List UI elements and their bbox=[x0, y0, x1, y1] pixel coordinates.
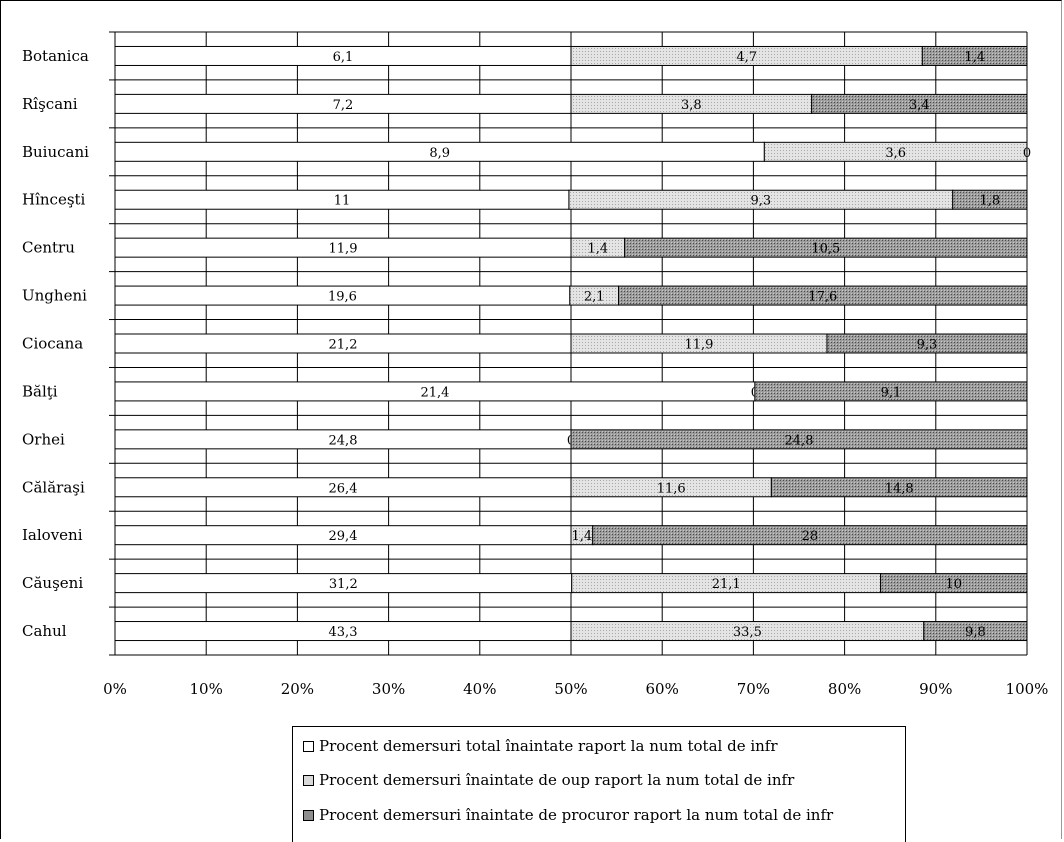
category-label: Hînceşti bbox=[22, 191, 86, 209]
data-label-procuror: 17,6 bbox=[808, 290, 837, 305]
data-label-procuror: 9,3 bbox=[917, 338, 938, 353]
bar-procuror bbox=[618, 285, 1028, 306]
legend-swatch-procuror bbox=[303, 810, 314, 821]
category-label: Ciocana bbox=[22, 335, 83, 353]
x-tick-label: 30% bbox=[372, 680, 405, 698]
category-label: Cahul bbox=[22, 622, 67, 640]
data-label-total: 21,2 bbox=[329, 338, 358, 353]
data-label-total: 43,3 bbox=[329, 625, 358, 640]
data-label-total: 6,1 bbox=[333, 50, 354, 65]
x-tick-label: 20% bbox=[281, 680, 314, 698]
data-label-total: 24,8 bbox=[329, 433, 358, 448]
category-label: Botanica bbox=[22, 47, 89, 65]
legend-item-procuror: Procent demersuri înaintate de procuror … bbox=[303, 806, 833, 824]
x-tick-label: 60% bbox=[646, 680, 679, 698]
x-tick-label: 50% bbox=[554, 680, 587, 698]
legend-item-total: Procent demersuri total înaintate raport… bbox=[303, 737, 778, 755]
data-label-procuror: 1,8 bbox=[980, 194, 1001, 209]
x-tick-label: 70% bbox=[737, 680, 770, 698]
data-label-total: 11,9 bbox=[329, 242, 358, 257]
data-label-oup: 1,4 bbox=[587, 242, 608, 257]
data-label-procuror: 24,8 bbox=[785, 433, 814, 448]
data-label-total: 29,4 bbox=[329, 529, 358, 544]
x-tick-label: 0% bbox=[103, 680, 127, 698]
x-tick-label: 100% bbox=[1006, 680, 1049, 698]
x-tick-label: 90% bbox=[919, 680, 952, 698]
data-label-oup: 4,7 bbox=[736, 50, 757, 65]
x-tick-label: 40% bbox=[463, 680, 496, 698]
data-label-procuror: 9,1 bbox=[881, 385, 902, 400]
data-label-procuror: 28 bbox=[802, 529, 819, 544]
data-label-oup: 1,4 bbox=[572, 529, 593, 544]
bar-procuror bbox=[952, 189, 1028, 210]
data-label-oup: 11,9 bbox=[685, 338, 714, 353]
data-label-total: 26,4 bbox=[329, 481, 358, 496]
grid-layer bbox=[114, 31, 1028, 656]
category-label: Ialoveni bbox=[22, 526, 83, 544]
category-label: Ungheni bbox=[22, 287, 87, 305]
data-label-oup: 21,1 bbox=[712, 577, 741, 592]
category-label: Bălţi bbox=[22, 382, 58, 400]
data-label-oup: 11,6 bbox=[657, 481, 686, 496]
data-label-oup: 3,6 bbox=[885, 146, 906, 161]
data-label-total: 21,4 bbox=[420, 385, 449, 400]
data-label-oup: 3,8 bbox=[681, 98, 702, 113]
legend-swatch-total bbox=[303, 741, 314, 752]
legend: Procent demersuri total înaintate raport… bbox=[292, 726, 906, 842]
bar-procuror bbox=[826, 333, 1028, 354]
category-label: Călăraşi bbox=[22, 478, 85, 496]
category-label: Buiucani bbox=[22, 143, 89, 161]
category-label: Orhei bbox=[22, 430, 65, 448]
bar-procuror bbox=[592, 525, 1028, 546]
data-label-total: 8,9 bbox=[429, 146, 450, 161]
data-label-oup: 2,1 bbox=[584, 290, 605, 305]
data-label-total: 31,2 bbox=[329, 577, 358, 592]
category-label: Căuşeni bbox=[22, 574, 83, 592]
bar-procuror bbox=[754, 381, 1028, 402]
data-label-procuror: 9,8 bbox=[965, 625, 986, 640]
data-label-procuror: 1,4 bbox=[964, 50, 985, 65]
legend-label-total: Procent demersuri total înaintate raport… bbox=[319, 737, 778, 755]
data-label-total: 11 bbox=[334, 194, 351, 209]
data-label-oup: 33,5 bbox=[733, 625, 762, 640]
legend-swatch-oup bbox=[303, 775, 314, 786]
bar-procuror bbox=[921, 45, 1028, 66]
data-label-procuror: 0 bbox=[1023, 146, 1031, 161]
x-tick-label: 10% bbox=[190, 680, 223, 698]
bars-layer: 6,1 4,7 1,4 7,2 3,8 3,4 8,9 3,6 0 11 9,3 1,8 11,9 1,4… bbox=[114, 45, 1031, 642]
legend-label-procuror: Procent demersuri înaintate de procuror … bbox=[319, 806, 834, 824]
bar-procuror bbox=[923, 621, 1028, 642]
bar-procuror bbox=[770, 477, 1028, 498]
x-tick-label: 80% bbox=[828, 680, 861, 698]
bar-procuror bbox=[811, 93, 1028, 114]
axis-layer: 0% 10% 20% 30% 40% 50% 60% 70% 80% 90% 100% Botanic… bbox=[22, 31, 1049, 698]
data-label-procuror: 14,8 bbox=[885, 481, 914, 496]
category-label: Centru bbox=[22, 239, 75, 257]
data-label-procuror: 10,5 bbox=[811, 242, 840, 257]
bar-procuror bbox=[880, 573, 1028, 594]
data-label-oup: 9,3 bbox=[750, 194, 771, 209]
data-label-total: 7,2 bbox=[333, 98, 354, 113]
bar-procuror bbox=[570, 429, 1028, 450]
legend-item-oup: Procent demersuri înaintate de oup rapor… bbox=[303, 771, 794, 789]
bar-procuror bbox=[624, 237, 1028, 258]
category-label: Rîşcani bbox=[22, 95, 78, 113]
legend-label-oup: Procent demersuri înaintate de oup rapor… bbox=[319, 771, 795, 789]
data-label-procuror: 10 bbox=[946, 577, 963, 592]
data-label-procuror: 3,4 bbox=[909, 98, 930, 113]
bar-oup bbox=[763, 141, 1028, 162]
data-label-total: 19,6 bbox=[328, 290, 357, 305]
